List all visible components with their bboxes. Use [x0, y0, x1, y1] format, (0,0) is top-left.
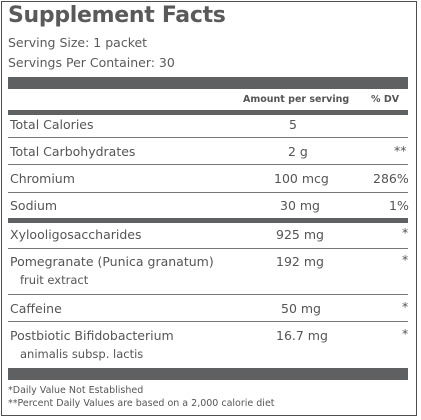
row-amount: 30 mg — [280, 198, 320, 213]
row-name: Xylooligosaccharides — [10, 227, 142, 242]
row-name: Chromium — [10, 171, 75, 186]
panel-title: Supplement Facts — [8, 3, 226, 28]
row-dv: * — [402, 326, 409, 341]
row-name: Total Calories — [10, 117, 94, 132]
row-dv: * — [402, 225, 409, 240]
supplement-facts-panel — [1, 1, 417, 416]
footnote-daily-value: *Daily Value Not Established — [8, 385, 144, 396]
row-name: Caffeine — [10, 301, 62, 316]
row-divider — [8, 294, 408, 295]
row-name: Total Carbohydrates — [10, 144, 136, 159]
row-name-continued: fruit extract — [20, 273, 89, 287]
row-amount: 16.7 mg — [276, 328, 328, 343]
servings-per-container: Servings Per Container: 30 — [8, 55, 175, 70]
row-dv: * — [402, 252, 409, 267]
header-divider-bar — [8, 110, 408, 115]
row-amount: 2 g — [288, 144, 308, 159]
row-dv: * — [402, 299, 409, 314]
row-divider — [8, 321, 408, 322]
row-divider — [8, 248, 408, 249]
row-divider — [8, 192, 408, 193]
top-divider-bar — [8, 77, 408, 89]
row-name: Pomegranate (Punica granatum) — [10, 254, 214, 269]
row-divider — [8, 137, 408, 138]
row-amount: 925 mg — [276, 227, 324, 242]
row-amount: 100 mcg — [274, 171, 329, 186]
row-divider — [8, 164, 408, 165]
row-name: Postbiotic Bifidobacterium — [10, 328, 174, 343]
row-name-continued: animalis subsp. lactis — [20, 347, 144, 361]
row-dv: 286% — [373, 171, 409, 186]
section-divider-bar — [8, 218, 408, 223]
row-amount: 192 mg — [276, 254, 324, 269]
row-dv: ** — [394, 143, 407, 158]
dv-header: % DV — [371, 94, 400, 105]
bottom-divider-bar — [8, 368, 408, 380]
row-dv: 1% — [389, 198, 409, 213]
row-amount: 50 mg — [281, 301, 321, 316]
row-amount: 5 — [289, 117, 297, 132]
amount-per-serving-header: Amount per serving — [243, 94, 350, 105]
row-name: Sodium — [10, 198, 58, 213]
serving-size: Serving Size: 1 packet — [8, 35, 148, 50]
footnote-percent-daily-value: **Percent Daily Values are based on a 2,… — [8, 398, 275, 409]
